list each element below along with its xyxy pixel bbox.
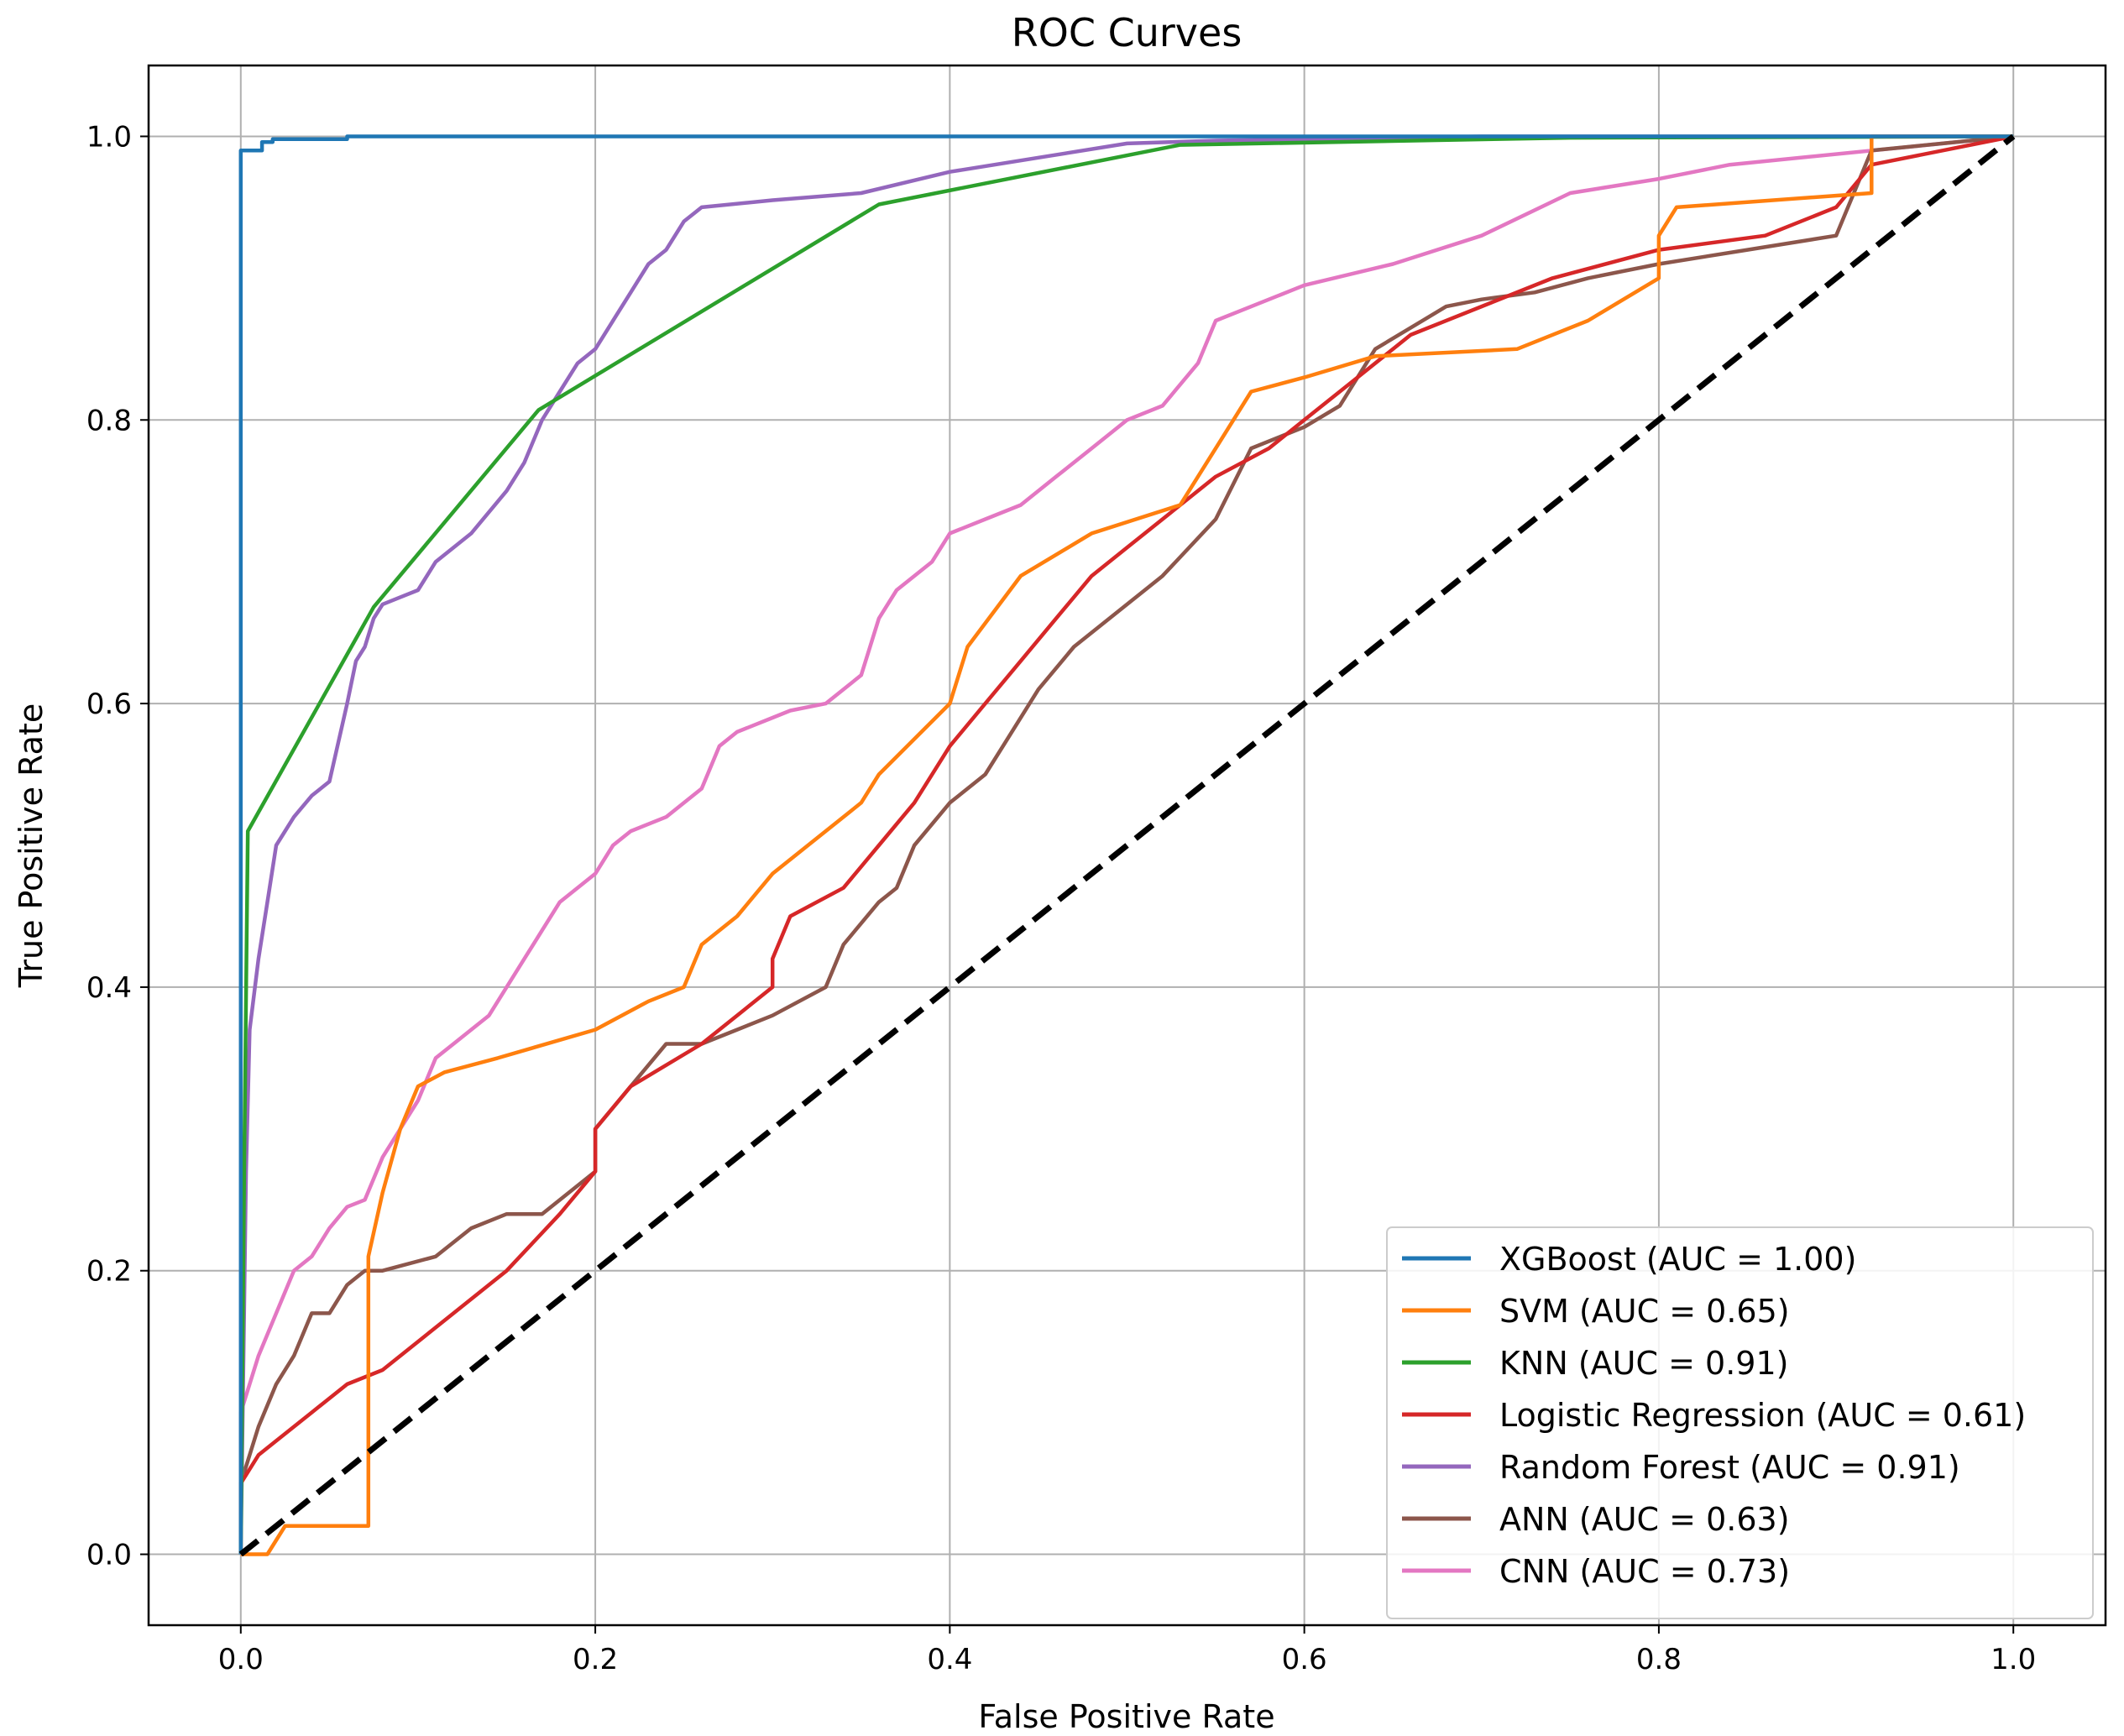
series-line-random-forest <box>238 134 2014 1555</box>
axis-ticks: 0.0 0.2 0.4 0.6 0.8 1.0 0.0 0.2 0.4 0.6 0.8 1.0 <box>86 120 2036 1676</box>
y-tick-label: 0.8 <box>86 404 132 437</box>
legend-label-xgboost: XGBoost (AUC = 1.00) <box>1499 1241 1856 1278</box>
x-tick-label: 0.2 <box>573 1643 618 1676</box>
plot-frame <box>147 64 2107 1627</box>
series-line-knn <box>238 134 2014 1555</box>
y-tick-label: 0.2 <box>86 1255 132 1289</box>
series-line-cnn <box>238 134 2014 1555</box>
legend-label-ann: ANN (AUC = 0.63) <box>1499 1501 1790 1538</box>
x-tick-label: 0.8 <box>1636 1643 1682 1676</box>
series-line-ann <box>238 134 2014 1555</box>
legend-label-svm: SVM (AUC = 0.65) <box>1499 1293 1790 1330</box>
series-line-svm <box>240 134 2014 1556</box>
y-tick-label: 0.4 <box>86 971 132 1005</box>
x-tick-label: 0.6 <box>1282 1643 1327 1676</box>
legend: XGBoost (AUC = 1.00) SVM (AUC = 0.65) KNN … <box>1386 1226 2094 1619</box>
x-tick-label: 0.4 <box>927 1643 972 1676</box>
x-tick-label: 1.0 <box>1991 1643 2036 1676</box>
legend-label-logistic-regression: Logistic Regression (AUC = 0.61) <box>1499 1397 2026 1434</box>
reference-diagonal-line <box>238 133 2016 1557</box>
series-line-xgboost <box>238 134 2014 1555</box>
y-axis-label: True Positive Rate <box>13 703 50 989</box>
legend-label-cnn: CNN (AUC = 0.73) <box>1499 1553 1790 1590</box>
series-line-logistic-regression <box>238 134 2014 1555</box>
series-lines <box>238 133 2016 1557</box>
legend-label-knn: KNN (AUC = 0.91) <box>1499 1345 1788 1382</box>
legend-box <box>1386 1226 2094 1619</box>
x-axis-label: False Positive Rate <box>978 1698 1274 1735</box>
legend-label-random-forest: Random Forest (AUC = 0.91) <box>1499 1449 1960 1486</box>
chart-title: ROC Curves <box>1012 10 1242 55</box>
y-tick-label: 1.0 <box>86 120 132 154</box>
x-tick-label: 0.0 <box>218 1643 264 1676</box>
y-tick-label: 0.6 <box>86 688 132 721</box>
y-tick-label: 0.0 <box>86 1539 132 1572</box>
